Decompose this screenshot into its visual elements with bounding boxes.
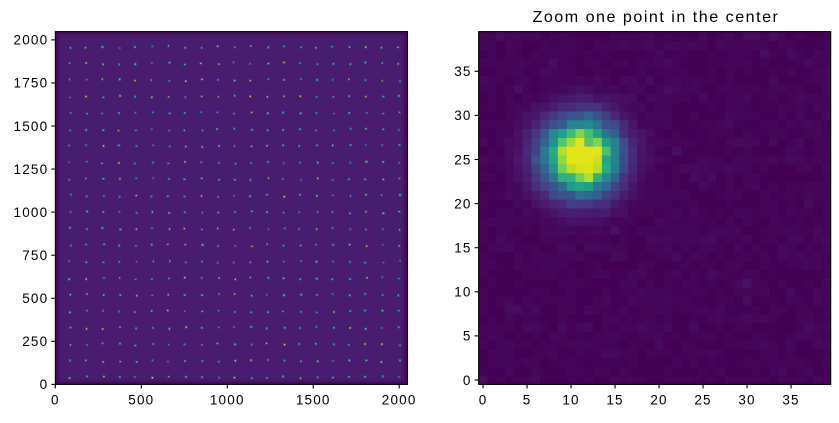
svg-text:35: 35: [454, 64, 471, 79]
svg-text:250: 250: [22, 334, 48, 349]
svg-text:500: 500: [22, 291, 48, 306]
svg-text:30: 30: [738, 393, 755, 408]
svg-text:0: 0: [51, 393, 60, 408]
svg-text:15: 15: [454, 240, 471, 255]
svg-text:10: 10: [562, 393, 579, 408]
svg-text:25: 25: [454, 152, 471, 167]
svg-text:30: 30: [454, 108, 471, 123]
svg-text:25: 25: [694, 393, 711, 408]
svg-text:1250: 1250: [14, 162, 49, 177]
svg-text:15: 15: [606, 393, 623, 408]
svg-text:35: 35: [782, 393, 799, 408]
svg-text:0: 0: [479, 393, 488, 408]
svg-text:0: 0: [40, 377, 49, 392]
svg-text:2000: 2000: [14, 33, 49, 48]
svg-text:2000: 2000: [382, 393, 417, 408]
svg-text:Zoom one point in the center: Zoom one point in the center: [533, 8, 780, 26]
svg-text:1750: 1750: [14, 76, 49, 91]
svg-text:20: 20: [650, 393, 667, 408]
svg-text:5: 5: [523, 393, 532, 408]
svg-text:500: 500: [128, 393, 154, 408]
svg-text:20: 20: [454, 196, 471, 211]
svg-text:1000: 1000: [210, 393, 245, 408]
svg-text:1500: 1500: [14, 119, 49, 134]
svg-text:0: 0: [463, 373, 472, 388]
svg-text:10: 10: [454, 285, 471, 300]
svg-text:1000: 1000: [14, 205, 49, 220]
svg-text:1500: 1500: [296, 393, 331, 408]
svg-text:750: 750: [22, 248, 48, 263]
svg-text:5: 5: [463, 329, 472, 344]
